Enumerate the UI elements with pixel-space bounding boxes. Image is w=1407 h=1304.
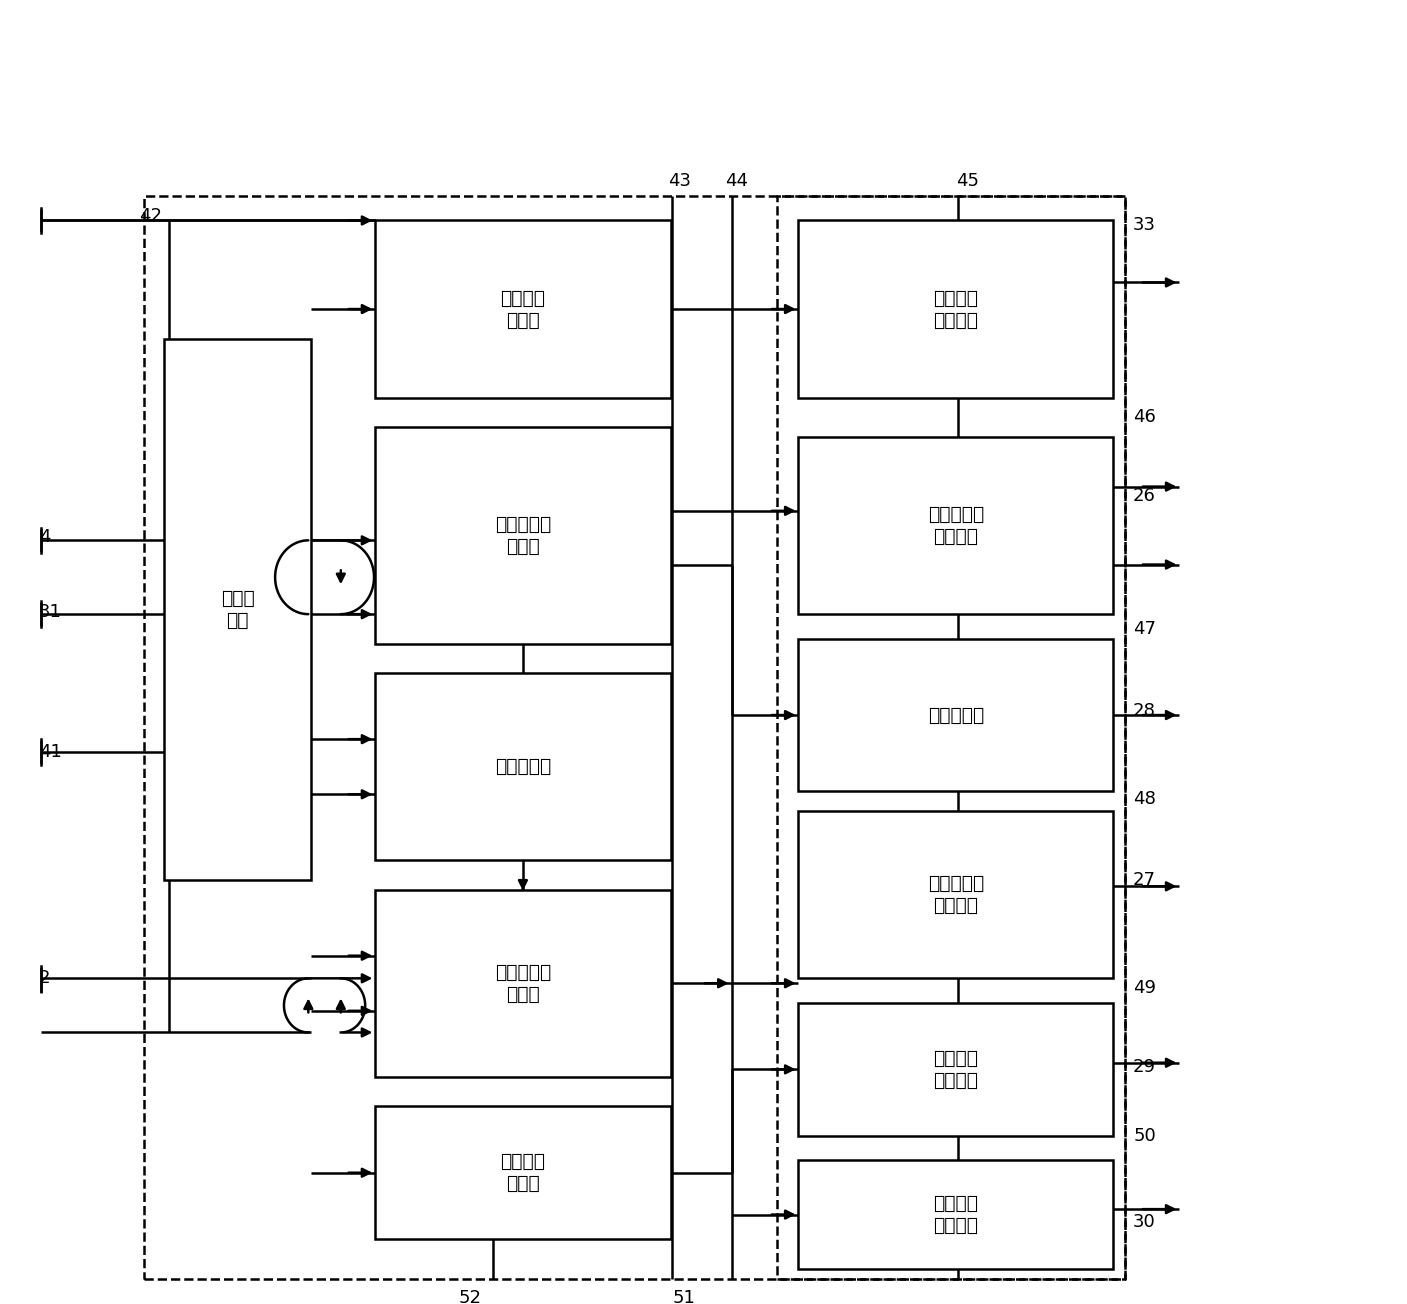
Text: 49: 49 xyxy=(1133,979,1157,998)
Text: 47: 47 xyxy=(1133,619,1157,638)
Bar xyxy=(376,220,671,398)
Bar xyxy=(799,220,1113,398)
Text: 4: 4 xyxy=(38,528,51,546)
Text: 44: 44 xyxy=(725,172,747,190)
Bar xyxy=(376,889,671,1077)
Text: 场同步信号
发生器: 场同步信号 发生器 xyxy=(495,515,552,556)
Bar xyxy=(799,437,1113,614)
Text: 33: 33 xyxy=(1133,216,1157,235)
Text: 状态机
电路: 状态机 电路 xyxy=(221,588,255,630)
Text: 时钟驱动器: 时钟驱动器 xyxy=(927,705,983,725)
Text: 休眠状态
计数器: 休眠状态 计数器 xyxy=(501,288,546,330)
Text: 同相有效
输出驱动: 同相有效 输出驱动 xyxy=(933,1048,978,1090)
Text: 45: 45 xyxy=(955,172,979,190)
Text: 行同步信号
输出驱动: 行同步信号 输出驱动 xyxy=(927,874,983,915)
Text: 休眠控制
输出驱动: 休眠控制 输出驱动 xyxy=(933,288,978,330)
Text: 51: 51 xyxy=(673,1290,695,1304)
Bar xyxy=(799,1161,1113,1269)
Text: 46: 46 xyxy=(1133,408,1157,426)
Text: 行同步信号
发生器: 行同步信号 发生器 xyxy=(495,962,552,1004)
Bar xyxy=(799,639,1113,792)
Bar xyxy=(376,428,671,644)
Text: 41: 41 xyxy=(38,743,62,762)
Bar xyxy=(799,1003,1113,1136)
Bar xyxy=(376,1106,671,1239)
Text: 时钟发生器: 时钟发生器 xyxy=(495,758,552,776)
Text: 31: 31 xyxy=(38,604,62,621)
Text: 运放状态
控制器: 运放状态 控制器 xyxy=(501,1153,546,1193)
Text: 52: 52 xyxy=(459,1290,483,1304)
Text: 43: 43 xyxy=(668,172,692,190)
Text: 27: 27 xyxy=(1133,871,1157,889)
Text: 2: 2 xyxy=(38,969,51,987)
Bar xyxy=(799,811,1113,978)
Text: 48: 48 xyxy=(1133,790,1157,808)
Text: 42: 42 xyxy=(139,206,162,224)
Bar xyxy=(376,673,671,861)
Text: 场同步信号
输出驱动: 场同步信号 输出驱动 xyxy=(927,505,983,546)
Text: 26: 26 xyxy=(1133,488,1157,505)
Bar xyxy=(163,339,311,880)
Text: 50: 50 xyxy=(1133,1127,1157,1145)
Text: 反相有效
输出驱动: 反相有效 输出驱动 xyxy=(933,1194,978,1235)
Text: 30: 30 xyxy=(1133,1214,1157,1231)
Text: 28: 28 xyxy=(1133,702,1157,720)
Text: 29: 29 xyxy=(1133,1058,1157,1076)
